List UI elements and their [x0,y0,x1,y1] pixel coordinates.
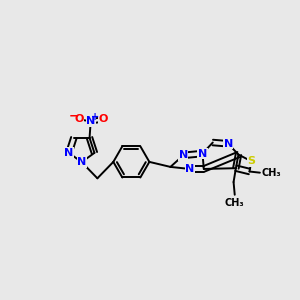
Text: N: N [86,116,95,126]
Text: N: N [198,148,207,159]
Text: O: O [98,114,107,124]
Text: N: N [77,157,86,167]
Text: N: N [178,150,188,160]
Text: N: N [224,139,233,149]
Text: N: N [64,148,74,158]
Text: S: S [247,156,255,166]
Text: −: − [68,109,79,122]
Text: CH₃: CH₃ [262,168,281,178]
Text: +: + [91,112,99,122]
Text: O: O [74,114,83,124]
Text: N: N [185,164,194,174]
Text: CH₃: CH₃ [225,197,244,208]
